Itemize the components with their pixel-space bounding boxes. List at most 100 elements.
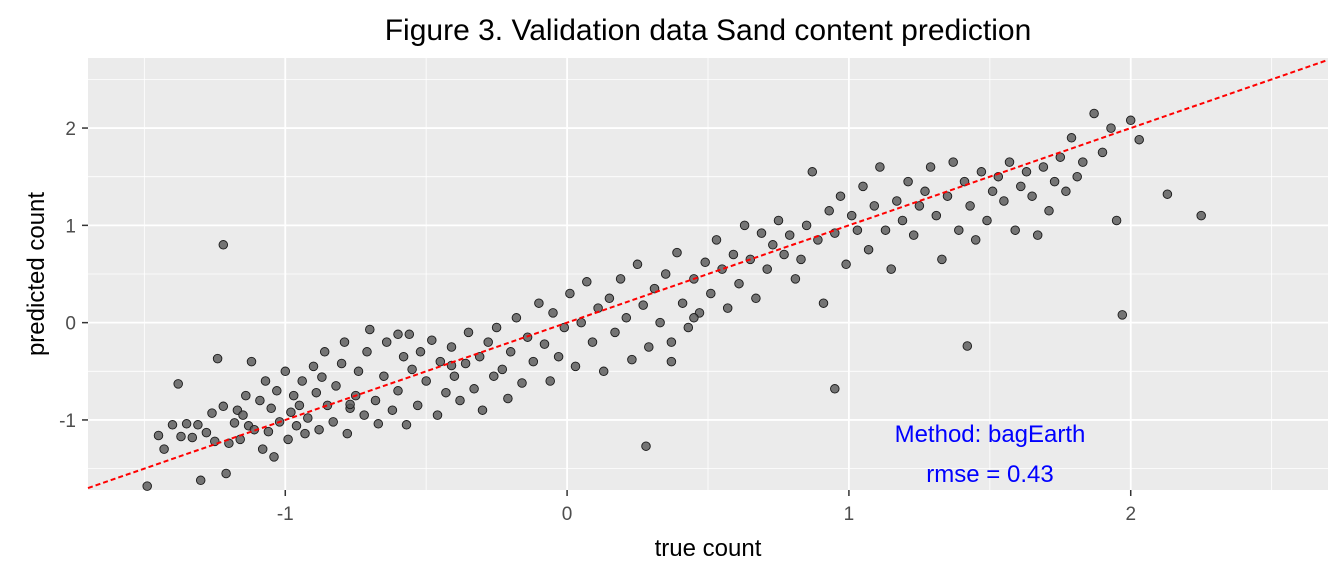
data-point — [322, 400, 333, 411]
data-point — [263, 426, 274, 437]
data-point — [393, 386, 403, 396]
data-point — [734, 278, 744, 289]
data-point — [1016, 181, 1026, 192]
data-point — [159, 444, 169, 454]
data-point — [1078, 157, 1088, 167]
data-point — [869, 201, 880, 211]
data-point — [497, 364, 508, 375]
y-tick-label: -1 — [59, 411, 76, 432]
data-point — [925, 162, 936, 172]
data-point — [683, 322, 694, 333]
data-point — [570, 361, 581, 372]
data-point — [604, 293, 615, 304]
data-point — [841, 259, 851, 270]
data-point — [176, 431, 186, 442]
data-point — [751, 293, 761, 304]
data-point — [655, 317, 665, 328]
data-point — [852, 225, 863, 235]
data-point — [1066, 133, 1077, 143]
data-point — [297, 376, 307, 386]
data-point — [545, 376, 555, 386]
data-point — [880, 225, 891, 235]
data-point — [711, 235, 722, 245]
axis-ticks: -1 0 1 2 -1 0 1 2 — [59, 119, 1136, 525]
data-point — [908, 230, 919, 240]
data-point — [201, 427, 212, 438]
data-point — [342, 428, 353, 439]
data-point — [308, 361, 319, 372]
data-point — [255, 395, 265, 406]
data-point — [796, 254, 806, 265]
data-point — [381, 337, 392, 347]
data-point — [505, 347, 516, 357]
data-point — [931, 210, 942, 221]
data-point — [446, 360, 457, 371]
data-point — [700, 257, 710, 268]
data-point — [553, 351, 564, 362]
data-point — [511, 313, 522, 323]
data-point — [897, 215, 908, 226]
data-point — [987, 186, 998, 197]
data-point — [875, 162, 885, 172]
data-point — [373, 419, 384, 429]
data-point — [534, 298, 544, 308]
data-point — [365, 324, 375, 335]
data-point — [807, 167, 818, 177]
data-point — [1117, 310, 1128, 320]
data-point — [398, 351, 409, 362]
data-point — [666, 356, 677, 367]
data-point — [483, 337, 493, 347]
grid — [88, 58, 1328, 490]
data-point — [218, 401, 229, 412]
data-point — [319, 347, 330, 357]
data-point — [706, 288, 716, 299]
data-point — [892, 196, 902, 206]
data-point — [241, 390, 251, 401]
data-point — [627, 354, 637, 365]
chart-title: Figure 3. Validation data Sand content p… — [385, 14, 1032, 47]
data-point — [469, 384, 479, 394]
data-point — [345, 399, 355, 410]
data-point — [246, 356, 257, 367]
data-point — [638, 300, 648, 310]
data-point — [717, 264, 727, 274]
data-point — [142, 481, 152, 491]
data-point — [886, 264, 896, 274]
data-point — [768, 240, 778, 250]
data-point — [1061, 186, 1071, 197]
data-point — [920, 186, 930, 197]
data-point — [181, 419, 192, 429]
data-point — [790, 274, 801, 284]
data-point — [954, 225, 964, 235]
data-point — [300, 428, 310, 439]
data-point — [598, 366, 609, 377]
data-point — [393, 329, 403, 340]
data-point — [401, 420, 412, 430]
data-point — [283, 434, 293, 445]
data-point — [576, 317, 586, 328]
data-point — [517, 378, 527, 388]
data-point — [903, 176, 913, 187]
data-point — [948, 157, 958, 167]
data-point — [1044, 206, 1054, 216]
data-point — [404, 329, 415, 340]
data-points — [142, 108, 1206, 491]
data-point — [818, 298, 829, 308]
data-point — [539, 339, 550, 349]
data-point — [937, 254, 947, 265]
data-point — [1196, 210, 1206, 221]
data-point — [167, 420, 178, 430]
data-point — [976, 167, 987, 177]
data-point — [1032, 230, 1043, 240]
data-point — [779, 249, 789, 260]
data-point — [412, 400, 423, 411]
data-point — [286, 407, 296, 417]
data-point — [528, 356, 539, 367]
data-point — [362, 347, 372, 357]
data-point — [666, 337, 677, 347]
data-point — [460, 358, 471, 369]
data-point — [291, 421, 302, 431]
data-point — [477, 405, 488, 415]
data-point — [1089, 108, 1099, 119]
